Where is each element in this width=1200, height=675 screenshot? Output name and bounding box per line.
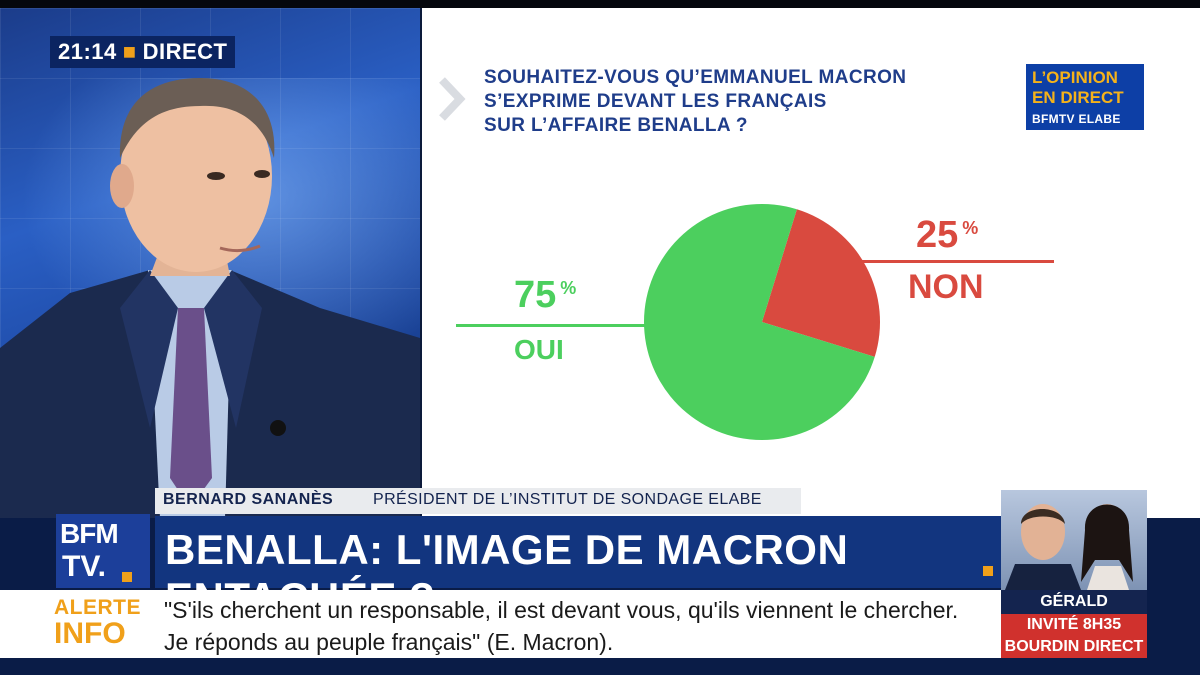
alert-tag-line-1: ALERTE bbox=[54, 596, 141, 619]
alert-ticker bbox=[0, 590, 1001, 658]
oui-leader-line bbox=[456, 324, 668, 327]
non-label: NON bbox=[908, 268, 984, 306]
live-label: DIRECT bbox=[142, 39, 228, 64]
pie-slice-non bbox=[762, 209, 880, 357]
opinion-en-direct-logo: L’OPINION EN DIRECT BFMTV ELABE bbox=[1024, 62, 1146, 132]
logo-line-3: BFMTV ELABE bbox=[1032, 112, 1121, 126]
poll-chart-panel: SOUHAITEZ-VOUS QU’EMMANUEL MACRON S’EXPR… bbox=[422, 8, 1200, 518]
promo-guest-name: GÉRALD DARMANIN bbox=[1001, 590, 1147, 634]
pie-chart bbox=[644, 204, 880, 440]
guest-name-bar: BERNARD SANANÈS PRÉSIDENT DE L’INSTITUT … bbox=[155, 488, 801, 514]
bfmtv-logo: BFM TV. bbox=[56, 514, 150, 588]
non-value: 25 bbox=[916, 214, 959, 256]
guest-name: BERNARD SANANÈS bbox=[163, 491, 334, 508]
guest-figure bbox=[0, 78, 420, 518]
alert-tag-line-2: INFO bbox=[54, 617, 126, 650]
question-line: SUR L’AFFAIRE BENALLA ? bbox=[484, 115, 748, 136]
promo-guests-image bbox=[1005, 504, 1133, 590]
clock-time: 21:14 bbox=[58, 39, 117, 64]
percent-symbol: % bbox=[560, 278, 577, 298]
percent-symbol: % bbox=[962, 218, 979, 238]
logo-line-2: EN DIRECT bbox=[1032, 88, 1124, 107]
pie-slice-oui bbox=[644, 204, 875, 440]
live-clock: 21:14 ■ DIRECT bbox=[50, 36, 236, 68]
logo-bfm: BFM bbox=[60, 518, 119, 549]
logo-dot bbox=[122, 572, 132, 582]
headline-bar: BENALLA: L'IMAGE DE MACRON ENTACHÉE ? bbox=[155, 516, 1001, 621]
guest-promo: GÉRALD DARMANIN INVITÉ 8H35 BOURDIN DIRE… bbox=[1001, 490, 1147, 660]
logo-line-1: L’OPINION bbox=[1032, 68, 1118, 87]
alert-info-tag: ALERTE INFO bbox=[54, 596, 154, 650]
question-line: S’EXPRIME DEVANT LES FRANÇAIS bbox=[484, 91, 827, 112]
promo-line-2: BOURDIN DIRECT bbox=[1001, 636, 1147, 658]
chevron-right-icon bbox=[439, 77, 466, 121]
non-percentage: 25% bbox=[916, 214, 978, 257]
clock-separator: ■ bbox=[122, 39, 137, 64]
oui-value: 75 bbox=[514, 274, 557, 316]
promo-photo bbox=[1001, 490, 1147, 590]
poll-question: SOUHAITEZ-VOUS QU’EMMANUEL MACRON S’EXPR… bbox=[484, 66, 1044, 138]
guest-role: PRÉSIDENT DE L’INSTITUT DE SONDAGE ELABE bbox=[373, 491, 762, 508]
headline-dot bbox=[983, 566, 993, 576]
alert-text: "S'ils cherchent un responsable, il est … bbox=[164, 597, 959, 655]
oui-label: OUI bbox=[514, 334, 564, 365]
question-line: SOUHAITEZ-VOUS QU’EMMANUEL MACRON bbox=[484, 67, 907, 88]
studio-video: 21:14 ■ DIRECT bbox=[0, 8, 420, 518]
logo-tv: TV. bbox=[62, 550, 106, 583]
non-leader-line bbox=[862, 260, 1054, 263]
bottom-strip bbox=[0, 658, 1200, 675]
promo-line-1: INVITÉ 8H35 bbox=[1001, 614, 1147, 636]
top-band bbox=[0, 0, 1200, 8]
oui-percentage: 75% bbox=[514, 274, 576, 317]
